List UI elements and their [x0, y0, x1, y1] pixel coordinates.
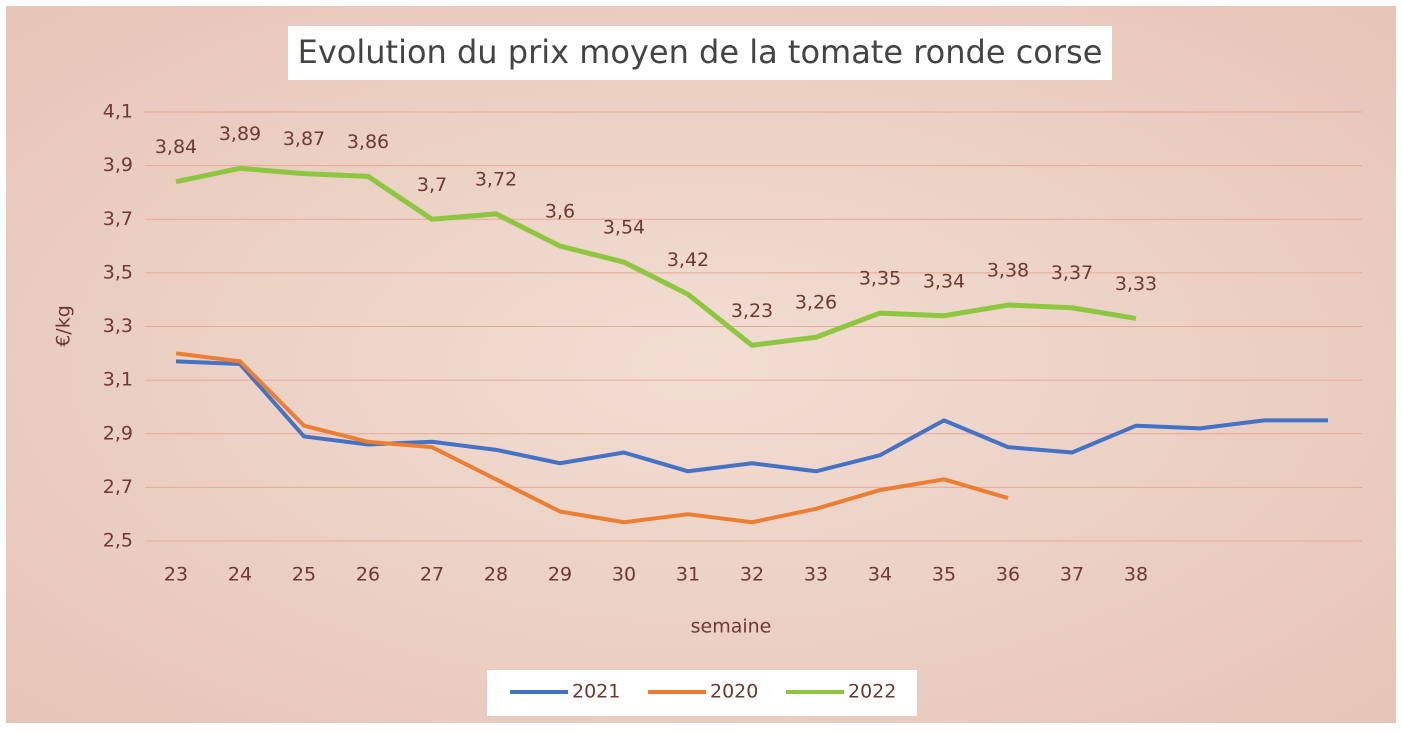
data-label: 3,87	[283, 128, 325, 150]
data-label: 3,89	[219, 123, 261, 145]
x-tick-label: 27	[420, 564, 444, 586]
chart-title: Evolution du prix moyen de la tomate ron…	[298, 33, 1103, 71]
data-label: 3,6	[545, 201, 575, 223]
legend-label: 2020	[710, 681, 758, 703]
y-tick-label: 3,1	[103, 369, 133, 391]
x-tick-label: 37	[1060, 564, 1084, 586]
x-tick-label: 38	[1124, 564, 1148, 586]
legend-label: 2022	[848, 681, 896, 703]
x-axis-label: semaine	[691, 616, 772, 638]
x-tick-label: 24	[228, 564, 252, 586]
x-tick-label: 23	[164, 564, 188, 586]
y-tick-label: 2,9	[103, 422, 133, 444]
page: Evolution du prix moyen de la tomate ron…	[0, 0, 1402, 733]
x-tick-label: 25	[292, 564, 316, 586]
x-tick-label: 28	[484, 564, 508, 586]
legend-label: 2021	[572, 681, 620, 703]
data-label: 3,7	[417, 174, 447, 196]
data-label: 3,35	[859, 268, 901, 290]
x-tick-label: 35	[932, 564, 956, 586]
x-tick-label: 33	[804, 564, 828, 586]
x-tick-label: 26	[356, 564, 380, 586]
x-tick-label: 30	[612, 564, 636, 586]
y-tick-label: 2,5	[103, 530, 133, 552]
data-label: 3,86	[347, 131, 389, 153]
data-label: 3,38	[987, 260, 1029, 282]
x-tick-label: 36	[996, 564, 1020, 586]
data-label: 3,84	[155, 136, 197, 158]
data-label: 3,54	[603, 217, 645, 239]
x-tick-label: 34	[868, 564, 892, 586]
chart: Evolution du prix moyen de la tomate ron…	[0, 0, 1402, 729]
x-tick-label: 31	[676, 564, 700, 586]
y-tick-label: 3,3	[103, 315, 133, 337]
y-tick-label: 4,1	[103, 101, 133, 123]
data-label: 3,72	[475, 168, 517, 190]
data-label: 3,26	[795, 292, 837, 314]
data-label: 3,42	[667, 249, 709, 271]
y-tick-label: 3,7	[103, 208, 133, 230]
x-tick-label: 29	[548, 564, 572, 586]
data-label: 3,33	[1115, 273, 1157, 295]
y-tick-label: 3,5	[103, 261, 133, 283]
x-tick-label: 32	[740, 564, 764, 586]
y-tick-label: 2,7	[103, 476, 133, 498]
data-label: 3,37	[1051, 262, 1093, 284]
data-label: 3,34	[923, 270, 965, 292]
y-axis-label: €/kg	[53, 305, 75, 347]
data-label: 3,23	[731, 300, 773, 322]
y-tick-label: 3,9	[103, 154, 133, 176]
